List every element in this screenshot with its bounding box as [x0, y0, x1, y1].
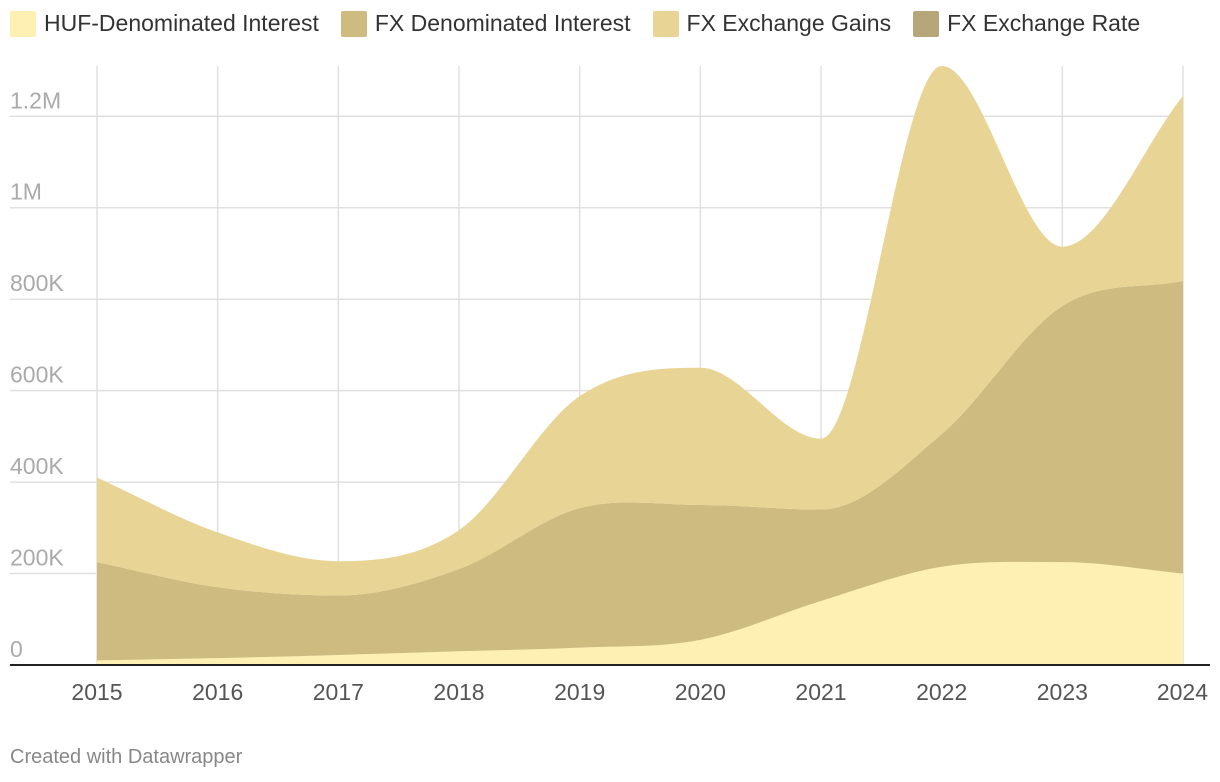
legend-label-huf-interest: HUF-Denominated Interest: [44, 10, 319, 36]
x-tick-label-2024: 2024: [1157, 679, 1208, 705]
x-tick-label-2019: 2019: [554, 679, 605, 705]
legend-item-fx-rate[interactable]: FX Exchange Rate: [913, 10, 1140, 37]
y-axis-labels: 0 200K 400K 600K 800K 1M 1.2M: [10, 87, 64, 662]
legend-item-fx-interest[interactable]: FX Denominated Interest: [340, 10, 631, 37]
x-tick-label-2021: 2021: [795, 679, 846, 705]
y-tick-label-0: 0: [10, 636, 23, 662]
y-tick-label-5: 1M: [10, 179, 42, 205]
y-tick-label-4: 800K: [10, 270, 64, 296]
x-tick-label-2017: 2017: [313, 679, 364, 705]
x-axis-labels: 2015 2016 2017 2018 2019 2020 2021 2022 2023 2024: [71, 679, 1208, 705]
legend-item-fx-gains[interactable]: FX Exchange Gains: [652, 10, 892, 37]
x-tick-label-2015: 2015: [71, 679, 122, 705]
area-huf-denominated-interest: [97, 561, 1183, 665]
x-tick-label-2018: 2018: [433, 679, 484, 705]
y-tick-label-2: 400K: [10, 453, 64, 479]
x-tick-label-2023: 2023: [1037, 679, 1088, 705]
x-tick-label-2022: 2022: [916, 679, 967, 705]
chart-legend: HUF-Denominated Interest FX Denominated …: [10, 10, 1140, 37]
legend-swatch-fx-rate: [913, 10, 940, 37]
x-tick-label-2016: 2016: [192, 679, 243, 705]
y-tick-label-3: 600K: [10, 362, 64, 388]
x-tick-label-2020: 2020: [675, 679, 726, 705]
legend-label-fx-rate: FX Exchange Rate: [947, 10, 1141, 36]
legend-swatch-fx-gains: [652, 10, 679, 37]
legend-item-huf-interest[interactable]: HUF-Denominated Interest: [10, 10, 319, 37]
y-tick-label-1: 200K: [10, 545, 64, 571]
legend-label-fx-gains: FX Exchange Gains: [686, 10, 892, 36]
y-tick-label-6: 1.2M: [10, 87, 61, 113]
legend-swatch-fx-interest: [340, 10, 367, 37]
area-fx-exchange-gains: [97, 66, 1183, 596]
legend-swatch-huf-interest: [10, 10, 36, 37]
legend-label-fx-interest: FX Denominated Interest: [374, 10, 631, 36]
series-areas: [97, 66, 1183, 665]
datawrapper-credit: Created with Datawrapper: [10, 746, 243, 768]
area-fx-denominated-interest: [97, 280, 1183, 661]
